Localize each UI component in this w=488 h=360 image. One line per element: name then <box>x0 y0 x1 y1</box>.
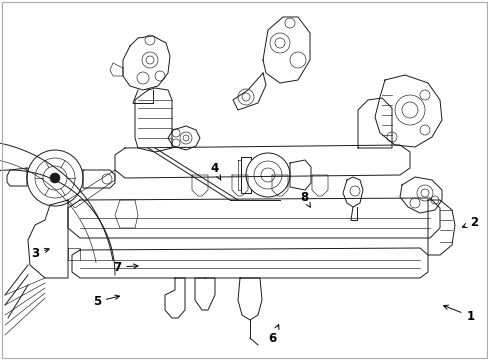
Text: 3: 3 <box>31 247 49 260</box>
Text: 7: 7 <box>113 261 138 274</box>
Circle shape <box>27 150 83 206</box>
Text: 1: 1 <box>443 305 473 323</box>
Text: 2: 2 <box>461 216 477 229</box>
Circle shape <box>245 153 289 197</box>
Circle shape <box>50 173 60 183</box>
Text: 5: 5 <box>93 295 119 308</box>
Text: 6: 6 <box>268 325 279 345</box>
Text: 4: 4 <box>210 162 221 180</box>
Text: 8: 8 <box>300 191 310 207</box>
